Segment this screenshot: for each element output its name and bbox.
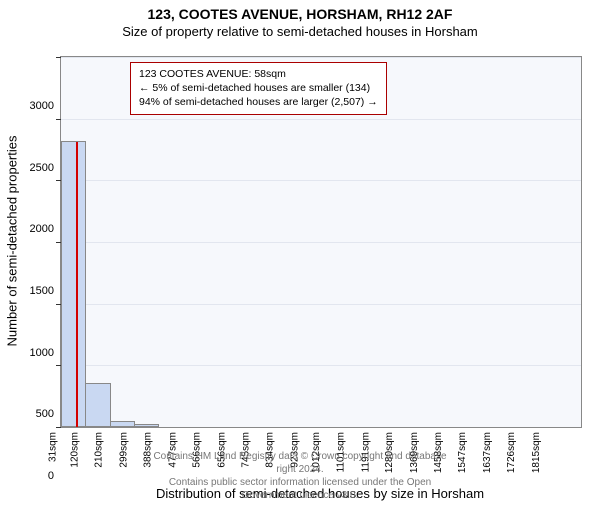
gridline	[61, 242, 581, 243]
footer-line: Contains HM Land Registry data © Crown c…	[150, 450, 450, 476]
gridline	[61, 365, 581, 366]
gridline	[61, 304, 581, 305]
legend-line: ← 5% of semi-detached houses are smaller…	[139, 81, 378, 95]
xtick-label: 31sqm	[48, 432, 59, 462]
histogram-chart: Number of semi-detached properties Distr…	[60, 56, 580, 426]
ytick-label: 3000	[14, 100, 54, 112]
gridline	[61, 119, 581, 120]
ytick-label: 2500	[14, 162, 54, 174]
page-subtitle: Size of property relative to semi-detach…	[0, 24, 600, 39]
gridline	[61, 57, 581, 58]
xtick-label: 120sqm	[70, 432, 81, 468]
histogram-bar	[61, 141, 86, 427]
xtick-label: 1815sqm	[531, 432, 542, 473]
ytick-mark	[56, 119, 61, 120]
marker-line	[76, 142, 78, 427]
xtick-label: 1637sqm	[482, 432, 493, 473]
legend-line: 94% of semi-detached houses are larger (…	[139, 95, 378, 109]
legend-line: 123 COOTES AVENUE: 58sqm	[139, 67, 378, 81]
histogram-bar	[110, 421, 135, 427]
page-title: 123, COOTES AVENUE, HORSHAM, RH12 2AF	[0, 6, 600, 22]
footer-line: Contains public sector information licen…	[150, 476, 450, 502]
xtick-label: 1547sqm	[457, 432, 468, 473]
ytick-mark	[56, 427, 61, 428]
legend-box: 123 COOTES AVENUE: 58sqm← 5% of semi-det…	[130, 62, 387, 115]
footer-credits: Contains HM Land Registry data © Crown c…	[150, 450, 450, 502]
xtick-label: 299sqm	[119, 432, 130, 468]
ytick-label: 1500	[14, 285, 54, 297]
xtick-label: 1726sqm	[506, 432, 517, 473]
gridline	[61, 180, 581, 181]
ytick-mark	[56, 57, 61, 58]
xtick-label: 210sqm	[94, 432, 105, 468]
histogram-bar	[85, 383, 110, 427]
ytick-label: 1000	[14, 347, 54, 359]
histogram-bar	[134, 424, 159, 427]
ytick-label: 500	[14, 408, 54, 420]
ytick-label: 2000	[14, 223, 54, 235]
ytick-label: 0	[14, 470, 54, 482]
